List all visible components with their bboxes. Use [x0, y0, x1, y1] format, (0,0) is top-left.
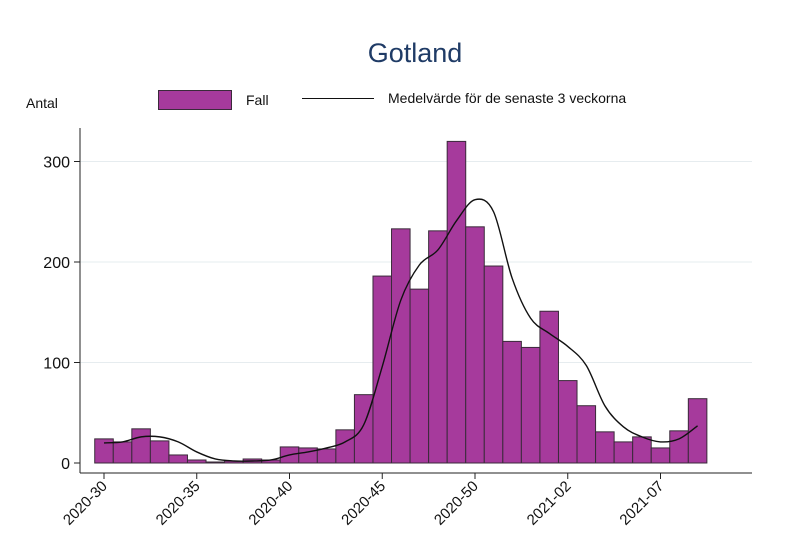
bar [428, 230, 448, 464]
bar [149, 440, 170, 464]
bar [465, 226, 485, 464]
x-tick-label: 2020-45 [338, 478, 389, 529]
bar [557, 380, 578, 464]
bar [502, 340, 522, 464]
x-tick-label: 2021-02 [524, 478, 575, 529]
bar [613, 441, 634, 464]
y-tick-label: 200 [43, 255, 70, 272]
bar [687, 398, 708, 464]
bar [595, 431, 615, 464]
x-tick-label: 2020-30 [60, 478, 111, 529]
bar [353, 394, 374, 464]
legend-item-bars: Fall [158, 90, 269, 110]
y-axis-label: Antal [26, 95, 58, 111]
x-tick-label: 2020-50 [431, 478, 482, 529]
bar [112, 441, 133, 464]
x-tick-label: 2021-07 [616, 478, 667, 529]
bar [520, 346, 541, 464]
bar [576, 405, 597, 464]
legend-item-line: Medelvärde för de senaste 3 veckorna [302, 90, 626, 106]
x-tick-label: 2020-35 [153, 478, 204, 529]
bar [632, 436, 652, 464]
mean-line [103, 198, 699, 462]
x-tick-label: 2020-40 [245, 478, 296, 529]
bar [650, 447, 671, 464]
bar [205, 461, 226, 464]
bar [316, 448, 337, 464]
legend-bar-label: Fall [246, 92, 269, 108]
y-tick-label: 300 [43, 155, 70, 172]
bar [131, 428, 151, 464]
bar [372, 275, 393, 464]
legend-bar-swatch [158, 90, 232, 110]
legend-line-label: Medelvärde för de senaste 3 veckorna [388, 90, 627, 106]
bar [483, 265, 504, 464]
y-tick-label: 100 [43, 356, 70, 373]
bar [391, 228, 411, 464]
bar [168, 454, 188, 464]
bar [186, 459, 207, 464]
legend-line-swatch [302, 97, 374, 99]
bar [446, 140, 467, 464]
bar [409, 288, 430, 464]
bar [335, 429, 355, 464]
chart-title: Gotland [367, 38, 463, 68]
y-tick-label: 0 [61, 456, 70, 473]
